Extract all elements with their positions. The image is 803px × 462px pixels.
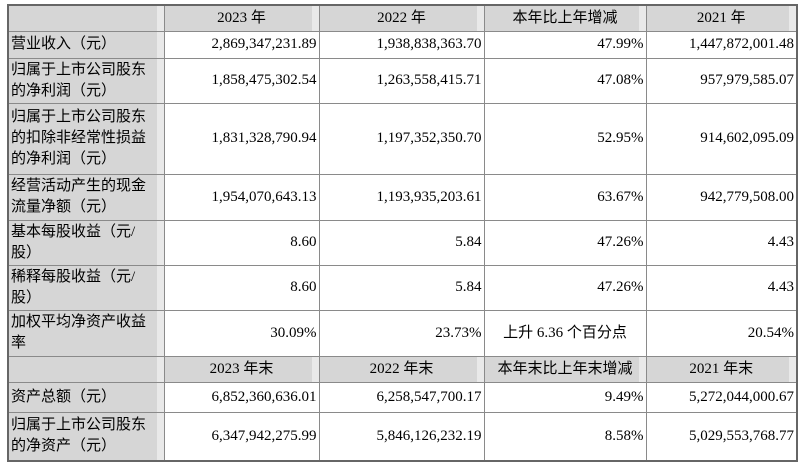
value-2021: 20.54% <box>645 309 798 357</box>
value-change: 8.58% <box>483 411 647 462</box>
value-change: 上升 6.36 个百分点 <box>483 309 647 357</box>
value-change: 52.95% <box>483 102 647 175</box>
col-header-2022: 2022 年 <box>318 4 485 32</box>
value-2021: 1,447,872,001.48 <box>645 30 798 59</box>
metric-label: 归属于上市公司股东 的净资产（元） <box>7 411 165 462</box>
value-2021: 5,029,553,768.77 <box>645 411 798 462</box>
metric-label: 资产总额（元） <box>7 381 165 413</box>
value-2021: 5,272,044,000.67 <box>645 381 798 413</box>
value-change: 9.49% <box>483 381 647 413</box>
value-2023: 6,347,942,275.99 <box>163 411 320 462</box>
value-change: 47.08% <box>483 57 647 104</box>
table-row-operating-cash-flow: 经营活动产生的现金 流量净额（元） 1,954,070,643.13 1,193… <box>7 173 798 221</box>
col-header-yearend-change: 本年末比上年末增减 <box>483 355 647 383</box>
corner-cell <box>7 355 165 383</box>
value-2022: 1,263,558,415.71 <box>318 57 485 104</box>
value-2022: 5.84 <box>318 264 485 311</box>
value-2023: 2,869,347,231.89 <box>163 30 320 59</box>
value-2022: 1,938,838,363.70 <box>318 30 485 59</box>
value-2022: 1,193,935,203.61 <box>318 173 485 221</box>
table-header-row-yearend: 2023 年末 2022 年末 本年末比上年末增减 2021 年末 <box>7 355 798 383</box>
col-header-2023: 2023 年 <box>163 4 320 32</box>
value-2022: 5.84 <box>318 219 485 266</box>
value-2023: 1,831,328,790.94 <box>163 102 320 175</box>
table-row-basic-eps: 基本每股收益（元/ 股） 8.60 5.84 47.26% 4.43 <box>7 219 798 266</box>
value-2023: 30.09% <box>163 309 320 357</box>
value-2023: 8.60 <box>163 219 320 266</box>
value-2023: 6,852,360,636.01 <box>163 381 320 413</box>
value-change: 47.99% <box>483 30 647 59</box>
metric-label: 营业收入（元） <box>7 30 165 59</box>
value-change: 63.67% <box>483 173 647 221</box>
value-2021: 914,602,095.09 <box>645 102 798 175</box>
metric-label: 归属于上市公司股东 的扣除非经常性损益 的净利润（元） <box>7 102 165 175</box>
value-change: 47.26% <box>483 264 647 311</box>
value-2023: 1,954,070,643.13 <box>163 173 320 221</box>
col-header-2021-yearend: 2021 年末 <box>645 355 798 383</box>
metric-label: 稀释每股收益（元/ 股） <box>7 264 165 311</box>
metric-label: 经营活动产生的现金 流量净额（元） <box>7 173 165 221</box>
metric-label: 基本每股收益（元/ 股） <box>7 219 165 266</box>
metric-label: 加权平均净资产收益 率 <box>7 309 165 357</box>
value-2021: 942,779,508.00 <box>645 173 798 221</box>
table-row-diluted-eps: 稀释每股收益（元/ 股） 8.60 5.84 47.26% 4.43 <box>7 264 798 311</box>
table-row-net-profit-excl-nonrecurring: 归属于上市公司股东 的扣除非经常性损益 的净利润（元） 1,831,328,79… <box>7 102 798 175</box>
value-2021: 4.43 <box>645 264 798 311</box>
value-2021: 4.43 <box>645 219 798 266</box>
table-row-net-profit: 归属于上市公司股东 的净利润（元） 1,858,475,302.54 1,263… <box>7 57 798 104</box>
value-2022: 1,197,352,350.70 <box>318 102 485 175</box>
table-row-revenue: 营业收入（元） 2,869,347,231.89 1,938,838,363.7… <box>7 30 798 59</box>
value-2022: 23.73% <box>318 309 485 357</box>
col-header-2022-yearend: 2022 年末 <box>318 355 485 383</box>
value-2023: 1,858,475,302.54 <box>163 57 320 104</box>
table-header-row-annual: 2023 年 2022 年 本年比上年增减 2021 年 <box>7 4 798 32</box>
corner-cell <box>7 4 165 32</box>
value-2023: 8.60 <box>163 264 320 311</box>
value-2021: 957,979,585.07 <box>645 57 798 104</box>
financial-summary-table-wrap: 2023 年 2022 年 本年比上年增减 2021 年 营业收入（元） 2,8… <box>7 4 798 462</box>
metric-label: 归属于上市公司股东 的净利润（元） <box>7 57 165 104</box>
col-header-yoy-change: 本年比上年增减 <box>483 4 647 32</box>
table-row-total-assets: 资产总额（元） 6,852,360,636.01 6,258,547,700.1… <box>7 381 798 413</box>
value-change: 47.26% <box>483 219 647 266</box>
value-2022: 6,258,547,700.17 <box>318 381 485 413</box>
col-header-2023-yearend: 2023 年末 <box>163 355 320 383</box>
value-2022: 5,846,126,232.19 <box>318 411 485 462</box>
col-header-2021: 2021 年 <box>645 4 798 32</box>
table-row-weighted-avg-roe: 加权平均净资产收益 率 30.09% 23.73% 上升 6.36 个百分点 2… <box>7 309 798 357</box>
table-row-net-assets: 归属于上市公司股东 的净资产（元） 6,347,942,275.99 5,846… <box>7 411 798 462</box>
financial-summary-table: 2023 年 2022 年 本年比上年增减 2021 年 营业收入（元） 2,8… <box>7 4 798 462</box>
